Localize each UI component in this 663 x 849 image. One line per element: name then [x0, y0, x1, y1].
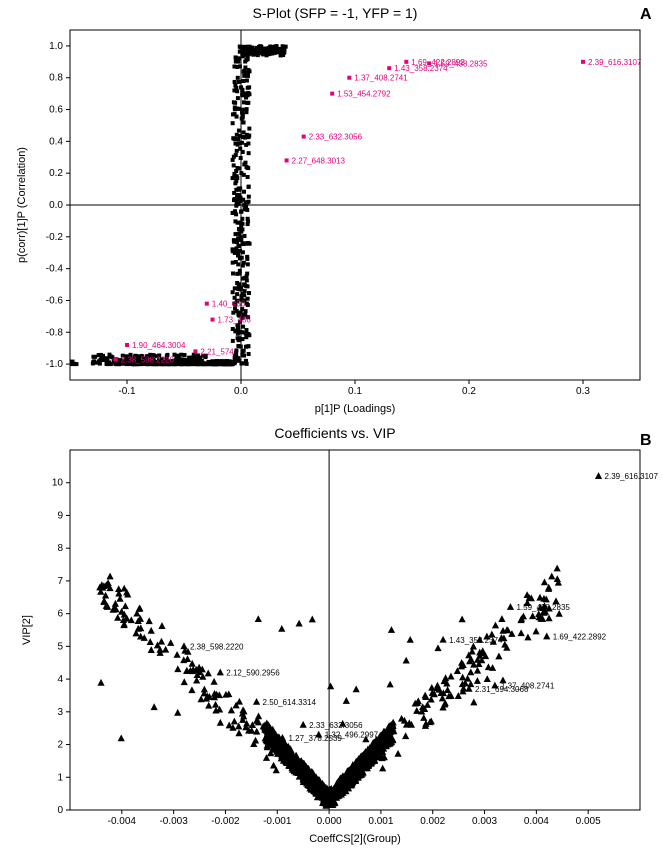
svg-text:0.004: 0.004: [524, 816, 549, 827]
svg-text:2.38_598.2220: 2.38_598.2220: [190, 642, 244, 651]
svg-text:2.33_632.3056: 2.33_632.3056: [309, 721, 363, 730]
svg-text:-1.0: -1.0: [46, 359, 64, 370]
svg-text:p(corr)[1]P (Correlation): p(corr)[1]P (Correlation): [16, 147, 28, 263]
svg-text:0.001: 0.001: [368, 816, 393, 827]
chart-a-title: S-Plot (SFP = -1, YFP = 1): [253, 5, 418, 21]
svg-text:0.005: 0.005: [576, 816, 601, 827]
svg-text:-0.2: -0.2: [46, 232, 64, 243]
svg-text:5: 5: [57, 641, 63, 652]
svg-text:0.8: 0.8: [49, 73, 63, 84]
chart-b-title: Coefficients vs. VIP: [274, 425, 395, 441]
svg-text:0.000: 0.000: [317, 816, 342, 827]
svg-text:2.31_694.3068: 2.31_694.3068: [475, 685, 529, 694]
svg-text:1.43_358.2374: 1.43_358.2374: [394, 64, 448, 73]
svg-text:p[1]P (Loadings): p[1]P (Loadings): [315, 403, 396, 415]
svg-text:0.2: 0.2: [49, 168, 63, 179]
svg-text:-0.8: -0.8: [46, 327, 64, 338]
svg-text:0.002: 0.002: [420, 816, 445, 827]
svg-text:1.59_438.2835: 1.59_438.2835: [516, 603, 570, 612]
svg-text:2.39_616.3107: 2.39_616.3107: [605, 472, 659, 481]
svg-text:-0.002: -0.002: [211, 816, 240, 827]
panel-a-label: A: [640, 6, 652, 24]
svg-text:1.37_408.2741: 1.37_408.2741: [354, 74, 408, 83]
svg-text:1: 1: [57, 772, 63, 783]
svg-text:0.6: 0.6: [49, 105, 63, 116]
svg-text:-0.001: -0.001: [263, 816, 292, 827]
svg-text:0.003: 0.003: [472, 816, 497, 827]
svg-text:2.12_590.2956: 2.12_590.2956: [226, 669, 280, 678]
svg-text:-0.4: -0.4: [46, 264, 64, 275]
svg-text:4: 4: [57, 674, 63, 685]
svg-text:-0.003: -0.003: [159, 816, 188, 827]
svg-text:1.27_378.2539: 1.27_378.2539: [288, 734, 342, 743]
svg-text:1.0: 1.0: [49, 41, 63, 52]
svg-text:-0.1: -0.1: [118, 386, 136, 397]
svg-text:1.53_454.2792: 1.53_454.2792: [337, 90, 391, 99]
svg-text:9: 9: [57, 510, 63, 521]
svg-text:1.69_422.2892: 1.69_422.2892: [553, 633, 607, 642]
svg-text:-0.004: -0.004: [108, 816, 137, 827]
s-plot-chart: S-Plot (SFP = -1, YFP = 1) -0.1 0.0 0.1 0.2…: [0, 0, 663, 420]
svg-text:2.38_598.2220: 2.38_598.2220: [121, 355, 175, 364]
svg-text:-0.6: -0.6: [46, 295, 64, 306]
svg-text:3: 3: [57, 707, 63, 718]
svg-text:2.21_574: 2.21_574: [200, 347, 234, 356]
svg-text:1.40_456: 1.40_456: [212, 300, 246, 309]
svg-text:1.43_358.2374: 1.43_358.2374: [449, 636, 503, 645]
svg-text:0.4: 0.4: [49, 136, 63, 147]
svg-text:6: 6: [57, 609, 63, 620]
svg-text:1.90_464.3004: 1.90_464.3004: [132, 341, 186, 350]
svg-text:0.2: 0.2: [462, 386, 476, 397]
svg-text:0.0: 0.0: [234, 386, 248, 397]
svg-text:2: 2: [57, 740, 63, 751]
svg-text:2.33_632.3056: 2.33_632.3056: [309, 133, 363, 142]
svg-text:2.39_616.3107: 2.39_616.3107: [588, 58, 642, 67]
svg-text:2.50_614.3314: 2.50_614.3314: [263, 698, 317, 707]
svg-text:0.0: 0.0: [49, 200, 63, 211]
svg-text:1.73_486: 1.73_486: [218, 316, 252, 325]
coefficients-vip-chart: Coefficients vs. VIP -0.004 -0.003 -0.002 -…: [0, 420, 663, 849]
svg-text:VIP[2]: VIP[2]: [21, 615, 33, 645]
svg-text:10: 10: [52, 478, 64, 489]
svg-text:0.3: 0.3: [576, 386, 590, 397]
svg-text:0: 0: [57, 805, 63, 816]
svg-text:8: 8: [57, 543, 63, 554]
svg-text:0.1: 0.1: [348, 386, 362, 397]
svg-text:7: 7: [57, 576, 63, 587]
svg-text:2.27_648.3013: 2.27_648.3013: [292, 156, 346, 165]
svg-text:CoeffCS[2](Group): CoeffCS[2](Group): [309, 833, 401, 845]
